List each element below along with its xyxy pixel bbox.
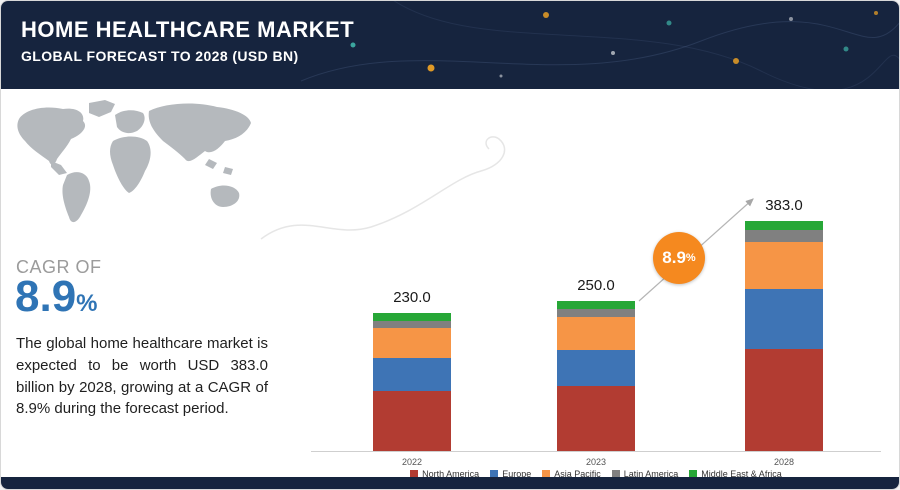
bar-segment-latin-america: [373, 320, 451, 328]
legend-item-europe: Europe: [490, 469, 531, 479]
bar-group-2023: 250.0: [557, 89, 635, 451]
growth-rate-percent-sign: %: [685, 252, 696, 264]
x-tick-2022: 2022: [401, 457, 423, 467]
legend-swatch: [490, 470, 499, 478]
bar-segment-asia-pacific: [373, 328, 451, 358]
x-axis-line: [311, 451, 881, 452]
x-tick-2028: 2028: [773, 457, 795, 467]
x-tick-2023: 2023: [585, 457, 607, 467]
report-title: HOME HEALTHCARE MARKET: [21, 17, 355, 42]
report-subtitle: GLOBAL FORECAST TO 2028 (USD BN): [21, 48, 299, 64]
chart-legend: North America Europe Asia Pacific Latin Ame…: [301, 469, 891, 479]
bar-2023: [557, 301, 635, 451]
growth-rate-value: 8.9: [662, 248, 686, 267]
bar-segment-north-america: [373, 391, 451, 451]
cagr-percent-sign: %: [76, 290, 98, 317]
bar-segment-latin-america: [745, 230, 823, 243]
bar-segment-asia-pacific: [745, 242, 823, 289]
cagr-label: CAGR OF: [16, 257, 102, 277]
bar-total-2022: 230.0: [393, 289, 431, 306]
bar-segment-north-america: [745, 349, 823, 451]
bar-2028: [745, 221, 823, 451]
bar-segment-europe: [745, 289, 823, 349]
bar-segment-europe: [557, 350, 635, 387]
bar-segment-latin-america: [557, 309, 635, 318]
legend-swatch: [689, 470, 698, 478]
bar-segment-north-america: [557, 386, 635, 451]
legend-label: Middle East & Africa: [701, 469, 782, 479]
legend-label: Europe: [502, 469, 532, 479]
legend-label: Latin America: [623, 469, 679, 479]
market-description: The global home healthcare market is exp…: [16, 335, 268, 418]
stacked-bar-chart: 8.9% 230.0 250.0 383.0 2022 2023 2028 No…: [260, 89, 891, 479]
footer-bar: [1, 477, 899, 489]
bar-segment-middle-east-africa: [373, 313, 451, 321]
header-banner: HOME HEALTHCARE MARKET GLOBAL FORECAST T…: [1, 1, 899, 89]
legend-item-latin-america: Latin America: [611, 469, 679, 479]
legend-label: North America: [422, 469, 480, 479]
growth-arrow: [638, 198, 754, 302]
bar-segment-asia-pacific: [557, 317, 635, 351]
bar-group-2022: 230.0: [373, 89, 451, 451]
bar-group-2028: 383.0: [745, 89, 823, 451]
trend-wave-decoration: [260, 136, 506, 240]
constellation-decoration: [300, 1, 899, 89]
bar-segment-middle-east-africa: [557, 301, 635, 310]
bar-2022: [373, 313, 451, 451]
legend-item-north-america: North America: [410, 469, 479, 479]
bar-segment-middle-east-africa: [745, 221, 823, 231]
legend-swatch: [542, 470, 551, 478]
bar-segment-europe: [373, 358, 451, 391]
legend-label: Asia Pacific: [554, 469, 601, 479]
growth-rate-badge: 8.9%: [653, 232, 705, 284]
cagr-value: 8.9%: [15, 272, 98, 321]
legend-item-asia-pacific: Asia Pacific: [542, 469, 601, 479]
bar-total-2028: 383.0: [765, 197, 803, 215]
bar-total-2023: 250.0: [577, 277, 615, 294]
cagr-number: 8.9: [15, 272, 77, 321]
legend-item-middle-east-africa: Middle East & Africa: [689, 469, 782, 479]
legend-swatch: [611, 470, 620, 478]
world-map: [11, 97, 261, 232]
legend-swatch: [410, 470, 419, 478]
